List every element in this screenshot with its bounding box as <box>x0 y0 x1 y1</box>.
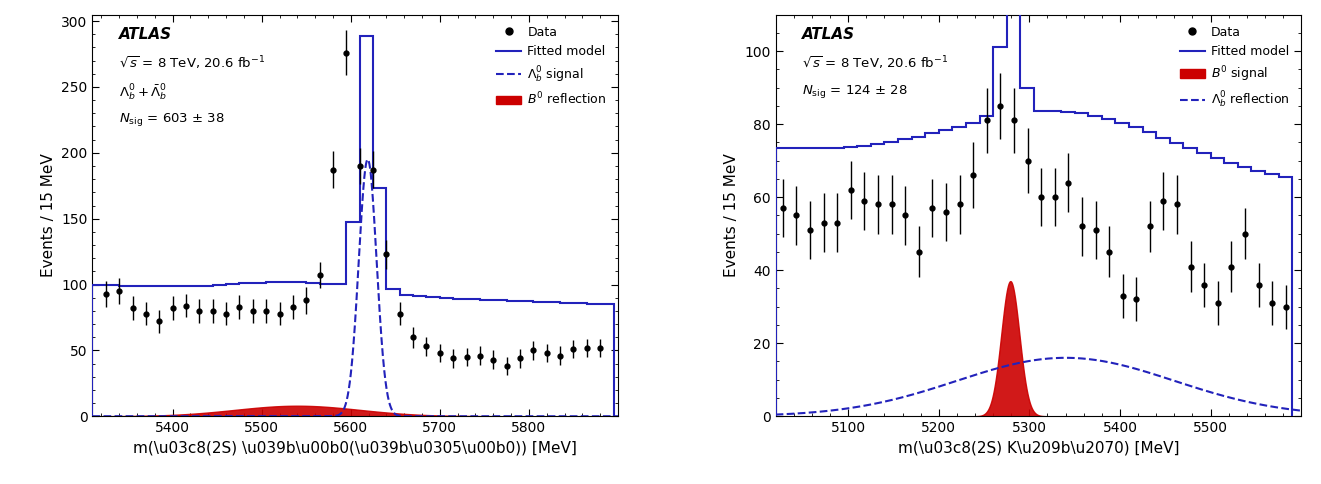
Text: $\sqrt{s}$ = 8 TeV, 20.6 fb$^{-1}$: $\sqrt{s}$ = 8 TeV, 20.6 fb$^{-1}$ <box>119 55 266 72</box>
Legend: Data, Fitted model, $B^0$ signal, $\Lambda_b^0$ reflection: Data, Fitted model, $B^0$ signal, $\Lamb… <box>1174 21 1295 115</box>
X-axis label: m(\u03c8(2S) \u039b\u00b0(\u039b\u0305\u00b0)) [MeV]: m(\u03c8(2S) \u039b\u00b0(\u039b\u0305\u… <box>133 440 577 455</box>
Text: $N_{\rm sig}$ = 603 $\pm$ 38: $N_{\rm sig}$ = 603 $\pm$ 38 <box>119 111 225 128</box>
Text: $N_{\rm sig}$ = 124 $\pm$ 28: $N_{\rm sig}$ = 124 $\pm$ 28 <box>802 83 908 100</box>
Text: $\sqrt{s}$ = 8 TeV, 20.6 fb$^{-1}$: $\sqrt{s}$ = 8 TeV, 20.6 fb$^{-1}$ <box>802 55 948 72</box>
Legend: Data, Fitted model, $\Lambda_b^0$ signal, $B^0$ reflection: Data, Fitted model, $\Lambda_b^0$ signal… <box>491 21 612 112</box>
Text: ATLAS: ATLAS <box>802 27 855 42</box>
Text: $\Lambda_b^0 + \bar{\Lambda}_b^0$: $\Lambda_b^0 + \bar{\Lambda}_b^0$ <box>119 83 166 103</box>
Y-axis label: Events / 15 MeV: Events / 15 MeV <box>724 153 738 277</box>
Y-axis label: Events / 15 MeV: Events / 15 MeV <box>41 153 55 277</box>
X-axis label: m(\u03c8(2S) K\u209b\u2070) [MeV]: m(\u03c8(2S) K\u209b\u2070) [MeV] <box>898 440 1180 455</box>
Text: ATLAS: ATLAS <box>119 27 172 42</box>
